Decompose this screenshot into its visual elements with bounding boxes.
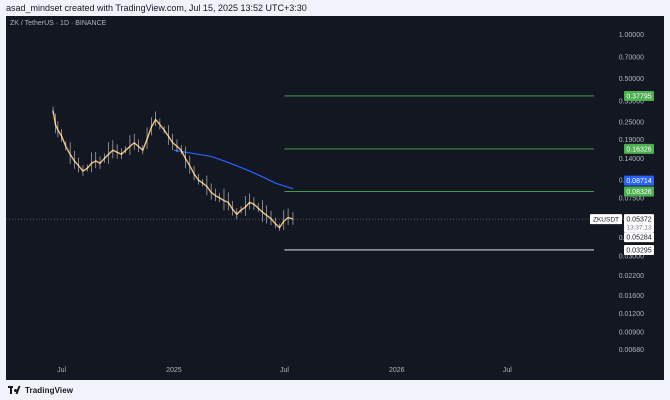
chart-area[interactable]: 1.00000 0.70000 0.50000 0.35000 0.25000 0.190… (6, 16, 664, 380)
resistance-level-badge (624, 90, 654, 101)
resistance-level-label: 0.16326 (626, 146, 651, 153)
caption-bar: asad_mindset created with TradingView.co… (0, 0, 670, 16)
low-price-badge (624, 232, 654, 243)
y-tick-label: 0.14000 (619, 156, 644, 163)
y-tick-label: 0.01200 (619, 311, 644, 318)
moving-average-layer (173, 149, 294, 190)
y-tick-label: 0.00680 (619, 347, 644, 354)
y-tick-label: 0.35000 (619, 98, 644, 105)
current-price-label: 0.05372 (626, 217, 651, 224)
resistance-level-badge (624, 143, 654, 154)
price-badges: 0.37795 0.16326 0.08326 0.03295 0.08714 ZKUSD… (590, 90, 654, 255)
y-tick-label: 0.02200 (619, 273, 644, 280)
support-level-badge (624, 244, 654, 255)
footer-bar: TradingView (0, 380, 670, 400)
level-lines (6, 95, 594, 251)
y-tick-label: 0.01600 (619, 293, 644, 300)
moving-average-line (173, 149, 294, 190)
tradingview-logo-icon (8, 385, 22, 395)
y-tick-label: 1.00000 (619, 32, 644, 39)
x-tick-label: 2026 (389, 367, 405, 374)
y-tick-label: 0.07500 (619, 196, 644, 203)
low-price-label: 0.05284 (626, 235, 651, 242)
resistance-level-label: 0.37795 (626, 93, 651, 100)
countdown-label: 13:37:13 (626, 225, 652, 232)
ma-price-badge (624, 175, 654, 186)
y-tick-label: 0.00900 (619, 329, 644, 336)
x-tick-label: Jul (280, 367, 289, 374)
symbol-description: ZK / TetherUS · 1D · BINANCE (10, 20, 107, 27)
current-price-badge (624, 214, 654, 233)
resistance-level-label: 0.08326 (626, 189, 651, 196)
price-chart[interactable]: 1.00000 0.70000 0.50000 0.35000 0.25000 0.190… (6, 16, 664, 380)
y-tick-label: 0.25000 (619, 120, 644, 127)
x-tick-label: Jul (57, 367, 66, 374)
tradingview-brand: TradingView (25, 385, 74, 395)
tradingview-logo[interactable]: TradingView (8, 384, 73, 396)
y-tick-label: 0.19000 (619, 137, 644, 144)
y-tick-label: 0.03000 (619, 253, 644, 260)
y-tick-label: 0.70000 (619, 55, 644, 62)
ma-price-label: 0.08714 (626, 178, 651, 185)
symbol-badge (590, 214, 622, 225)
price-layer (52, 106, 294, 231)
price-line (52, 110, 294, 229)
x-tick-label: 2025 (166, 367, 182, 374)
resistance-level-badge (624, 186, 654, 197)
y-tick-label: 0.50000 (619, 76, 644, 83)
support-level-label: 0.03295 (626, 247, 651, 254)
x-tick-label: Jul (503, 367, 512, 374)
symbol-label: ZKUSDT (593, 217, 619, 224)
time-axis[interactable]: Jul 2025 Jul 2026 Jul (57, 367, 512, 374)
